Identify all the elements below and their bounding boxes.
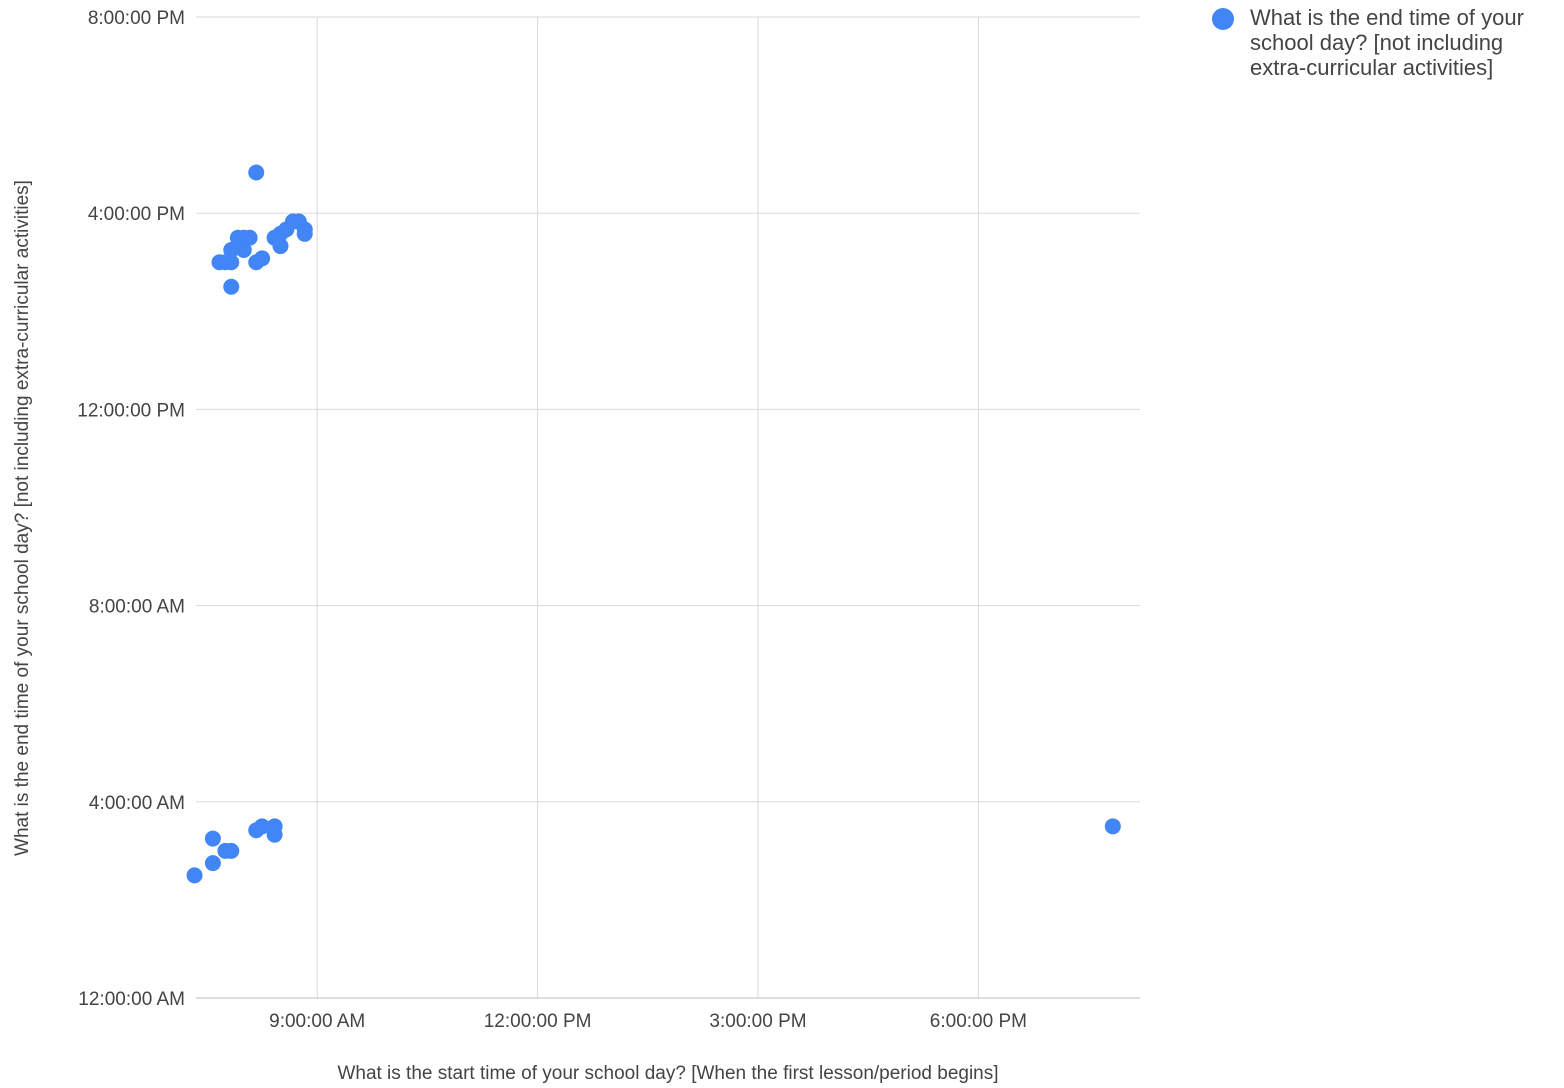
x-tick-label: 12:00:00 PM: [484, 1011, 592, 1032]
legend-label: What is the end time of your school day?…: [1250, 5, 1524, 80]
data-point: [223, 241, 240, 258]
y-axis-title: What is the end time of your school day?…: [12, 180, 33, 856]
data-point: [223, 842, 240, 859]
data-points: [186, 164, 1121, 884]
legend: What is the end time of your school day?…: [1212, 5, 1557, 80]
y-tick-label: 8:00:00 AM: [89, 597, 185, 618]
grid: [196, 16, 1140, 999]
y-tick-label: 12:00:00 AM: [78, 989, 185, 1010]
data-point: [1104, 818, 1121, 835]
data-point: [223, 278, 240, 295]
data-point: [254, 250, 271, 267]
data-point: [248, 164, 265, 181]
x-tick-label: 9:00:00 AM: [269, 1011, 365, 1032]
y-tick-label: 4:00:00 PM: [88, 204, 185, 225]
data-point: [254, 818, 271, 835]
legend-marker-icon: [1212, 8, 1234, 30]
y-tick-label: 12:00:00 PM: [77, 400, 185, 421]
x-tick-label: 3:00:00 PM: [709, 1011, 806, 1032]
x-tick-label: 6:00:00 PM: [930, 1011, 1027, 1032]
data-point: [296, 225, 313, 242]
y-tick-label: 4:00:00 AM: [89, 793, 185, 814]
tick-labels: 12:00:00 AM 4:00:00 AM 8:00:00 AM 12:00:00 …: [77, 8, 1027, 1032]
y-tick-label: 8:00:00 PM: [88, 8, 185, 29]
data-point: [186, 867, 203, 884]
data-point: [217, 254, 234, 271]
data-point: [272, 238, 289, 255]
data-point: [266, 826, 283, 843]
data-point: [235, 241, 252, 258]
data-point: [204, 830, 221, 847]
data-point: [204, 855, 221, 872]
x-axis-title: What is the start time of your school da…: [337, 1063, 998, 1084]
data-point: [241, 229, 258, 246]
